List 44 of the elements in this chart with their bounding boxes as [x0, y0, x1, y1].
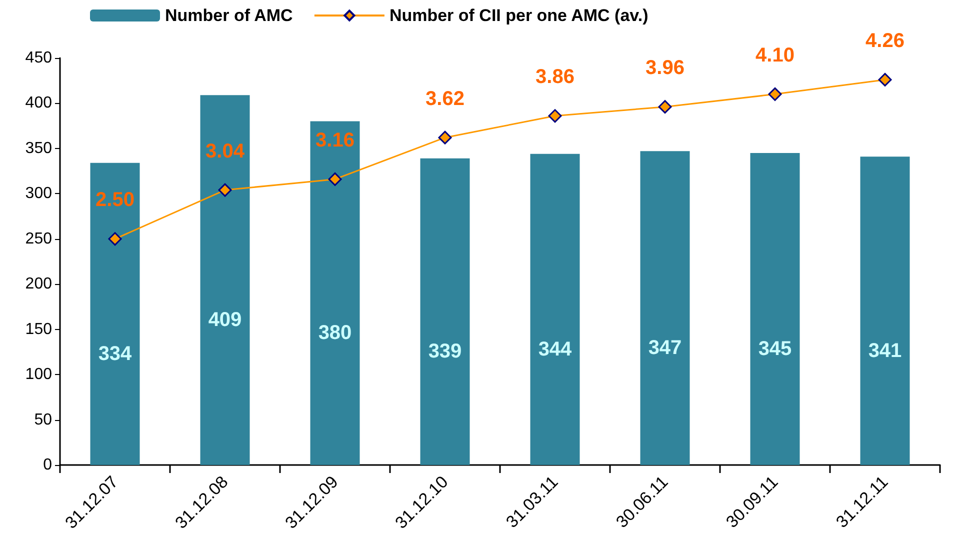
point — [658, 100, 672, 114]
y-tick-label: 450 — [25, 50, 52, 66]
data-label: 345 — [758, 338, 792, 360]
bar — [420, 158, 470, 465]
bar — [310, 121, 360, 465]
y-tick-label: 100 — [25, 366, 52, 384]
data-label: 344 — [538, 338, 573, 360]
data-label: 2.50 — [96, 189, 134, 212]
y-tick-label: 150 — [25, 320, 52, 338]
data-label: 339 — [428, 340, 462, 363]
data-label: 409 — [208, 309, 242, 332]
data-label: 347 — [648, 337, 682, 360]
data-label: 3.16 — [316, 129, 354, 152]
point — [218, 183, 232, 197]
data-label: 4.10 — [756, 44, 794, 66]
data-label: 3.96 — [646, 57, 684, 80]
y-tick-label: 350 — [25, 140, 52, 157]
point — [438, 130, 452, 144]
bar — [530, 154, 580, 465]
point — [108, 232, 122, 246]
data-label: 334 — [98, 342, 133, 365]
data-label: 380 — [318, 322, 352, 344]
data-label: 341 — [868, 340, 902, 362]
point — [548, 109, 562, 123]
y-tick-label: 400 — [25, 94, 52, 112]
data-label: 3.62 — [426, 88, 464, 110]
legend-label: Number of CII per one AMC (av.) — [389, 6, 648, 25]
bar — [640, 151, 690, 465]
point — [328, 172, 342, 186]
y-tick-label: 250 — [25, 230, 52, 248]
data-label: 3.86 — [536, 66, 574, 88]
bar — [750, 152, 800, 465]
point — [878, 72, 892, 86]
y-tick-label: 200 — [25, 276, 52, 293]
y-tick-label: 300 — [25, 185, 52, 202]
bar — [90, 162, 140, 465]
y-tick-label: 0 — [43, 456, 52, 474]
bar — [200, 95, 250, 465]
data-label: 4.26 — [866, 30, 904, 52]
point — [768, 87, 782, 101]
bar — [860, 156, 910, 465]
data-label: 3.04 — [206, 140, 246, 162]
legend-label: Number of AMC — [165, 6, 293, 25]
y-tick-label: 50 — [34, 411, 52, 428]
